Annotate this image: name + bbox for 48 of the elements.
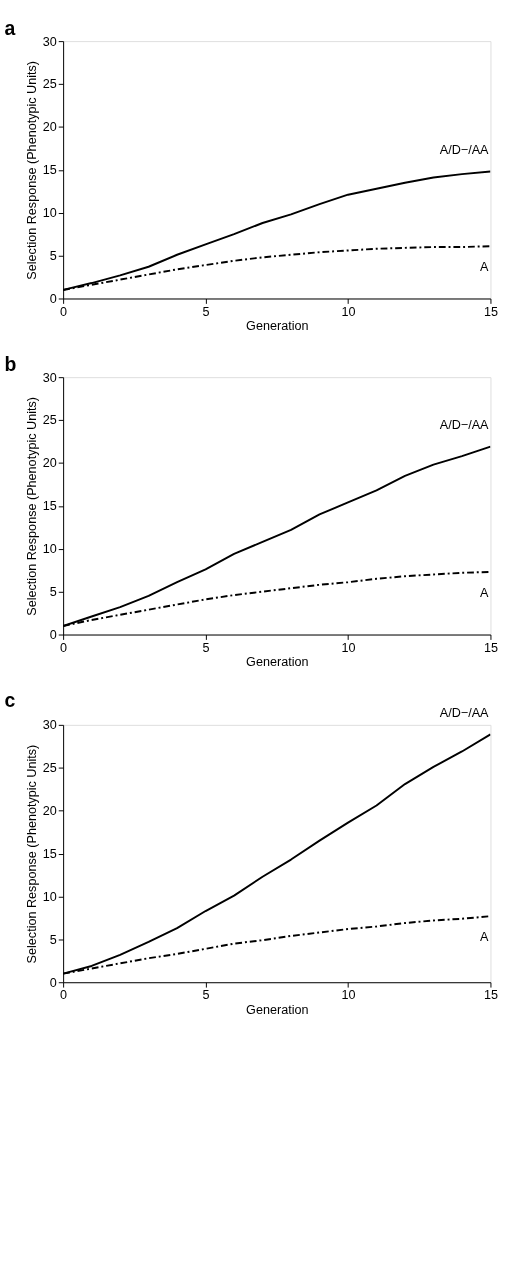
x-tick-label: 15 [483, 988, 498, 1003]
chart-title: c [4, 689, 16, 712]
x-tick-label: 5 [202, 988, 210, 1003]
y-tick-label: 0 [49, 627, 57, 642]
y-tick-label: 0 [49, 291, 57, 306]
y-tick-label: 15 [42, 163, 57, 178]
chart-title: a [4, 17, 16, 40]
x-axis-title: Generation [246, 319, 309, 334]
y-tick-label: 10 [42, 542, 57, 557]
x-tick-label: 15 [483, 304, 498, 319]
y-axis-title: Selection Response (Phenotypic Units) [24, 397, 39, 616]
y-tick-label: 25 [42, 413, 57, 428]
y-tick-label: 20 [42, 804, 57, 819]
x-axis-title: Generation [246, 1002, 309, 1017]
y-tick-label: 5 [49, 932, 57, 947]
y-tick-label: 30 [42, 370, 57, 385]
x-tick-label: 10 [341, 640, 356, 655]
x-tick-label: 5 [202, 640, 210, 655]
x-tick-label: 0 [60, 988, 68, 1003]
x-tick-label: 15 [483, 640, 498, 655]
y-tick-label: 15 [42, 846, 57, 861]
series-label: A/D−/AA [439, 705, 490, 720]
x-tick-label: 10 [341, 304, 356, 319]
y-tick-label: 15 [42, 499, 57, 514]
y-axis-title: Selection Response (Phenotypic Units) [24, 60, 39, 280]
y-tick-label: 30 [42, 718, 57, 733]
y-tick-label: 20 [42, 456, 57, 471]
y-tick-label: 10 [42, 889, 57, 904]
x-tick-label: 0 [60, 304, 68, 319]
series-label: A [480, 260, 490, 275]
y-tick-label: 25 [42, 761, 57, 776]
y-tick-label: 0 [49, 975, 57, 990]
x-tick-label: 0 [60, 640, 68, 655]
x-tick-label: 10 [341, 988, 356, 1003]
series-label: A [480, 930, 490, 945]
chart-title: b [4, 353, 17, 376]
x-axis-title: Generation [246, 655, 309, 670]
y-axis-title: Selection Response (Phenotypic Units) [24, 744, 39, 964]
series-label: A/D−/AA [439, 143, 490, 158]
y-tick-label: 5 [49, 248, 57, 263]
y-tick-label: 20 [42, 120, 57, 135]
y-tick-label: 5 [49, 585, 57, 600]
series-label: A [480, 586, 490, 601]
y-tick-label: 10 [42, 206, 57, 221]
y-tick-label: 25 [42, 77, 57, 92]
series-label: A/D−/AA [439, 418, 490, 433]
x-tick-label: 5 [202, 304, 210, 319]
y-tick-label: 30 [42, 34, 57, 49]
